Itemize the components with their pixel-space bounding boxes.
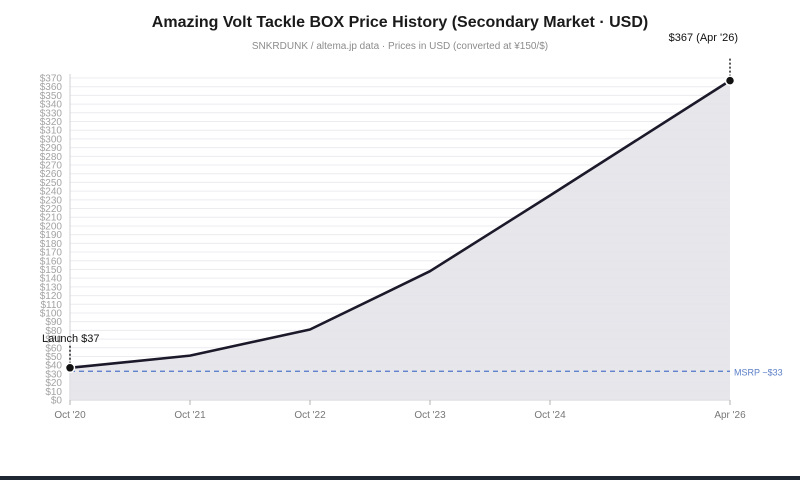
y-tick-label: $280 [40, 152, 63, 163]
x-tick-label: Oct '23 [414, 410, 446, 421]
y-tick-label: $130 [40, 282, 63, 293]
y-tick-label: $160 [40, 256, 63, 267]
y-tick-label: $290 [40, 143, 63, 154]
y-tick-label: $350 [40, 91, 63, 102]
annotation-label: Launch $37 [42, 333, 100, 345]
y-tick-label: $310 [40, 126, 63, 137]
y-tick-label: $330 [40, 108, 63, 119]
y-tick-label: $320 [40, 117, 63, 128]
footer-bar [0, 476, 800, 480]
annotation-point [724, 75, 736, 86]
y-tick-label: $340 [40, 100, 63, 111]
y-tick-label: $360 [40, 82, 63, 93]
y-tick-label: $90 [45, 317, 62, 328]
y-tick-label: $110 [40, 300, 62, 311]
y-tick-label: $220 [40, 204, 63, 215]
chart-title: Amazing Volt Tackle BOX Price History (S… [151, 14, 649, 31]
y-tick-label: $150 [40, 265, 63, 276]
y-tick-label: $50 [45, 352, 62, 363]
y-tick-label: $210 [40, 213, 63, 224]
y-tick-label: $30 [45, 369, 62, 380]
y-tick-label: $20 [45, 378, 62, 389]
y-tick-label: $370 [40, 74, 63, 85]
y-tick-label: $120 [40, 291, 63, 302]
y-tick-label: $70 [45, 335, 62, 346]
y-tick-label: $40 [45, 361, 62, 372]
y-tick-label: $230 [40, 195, 63, 206]
annotation-label: $367 (Apr '26) [669, 32, 738, 44]
y-tick-label: $60 [45, 343, 62, 354]
y-tick-label: $170 [40, 248, 63, 259]
y-tick-label: $10 [45, 387, 62, 398]
price-area [70, 80, 730, 400]
y-tick-label: $100 [40, 308, 63, 319]
y-tick-label: $200 [40, 221, 63, 232]
y-tick-label: $240 [40, 187, 63, 198]
price-line [69, 79, 731, 370]
y-tick-label: $180 [40, 239, 63, 250]
y-tick-label: $250 [40, 178, 63, 189]
x-tick-label: Oct '21 [174, 410, 206, 421]
y-tick-label: $270 [40, 161, 63, 172]
y-tick-label: $80 [45, 326, 62, 337]
y-tick-label: $260 [40, 169, 63, 180]
x-tick-label: Apr '26 [714, 410, 746, 421]
x-tick-label: Oct '22 [294, 410, 326, 421]
y-tick-label: $300 [40, 134, 63, 145]
msrp-label: MSRP ~$33 [734, 367, 783, 377]
y-tick-label: $0 [51, 396, 63, 407]
annotation-point [64, 362, 76, 374]
y-tick-label: $140 [40, 274, 63, 285]
chart-subtitle: SNKRDUNK / altema.jp data · Prices in US… [251, 41, 549, 52]
x-tick-label: Oct '20 [54, 410, 86, 421]
x-tick-label: Oct '24 [534, 410, 566, 421]
y-tick-label: $190 [40, 230, 63, 241]
